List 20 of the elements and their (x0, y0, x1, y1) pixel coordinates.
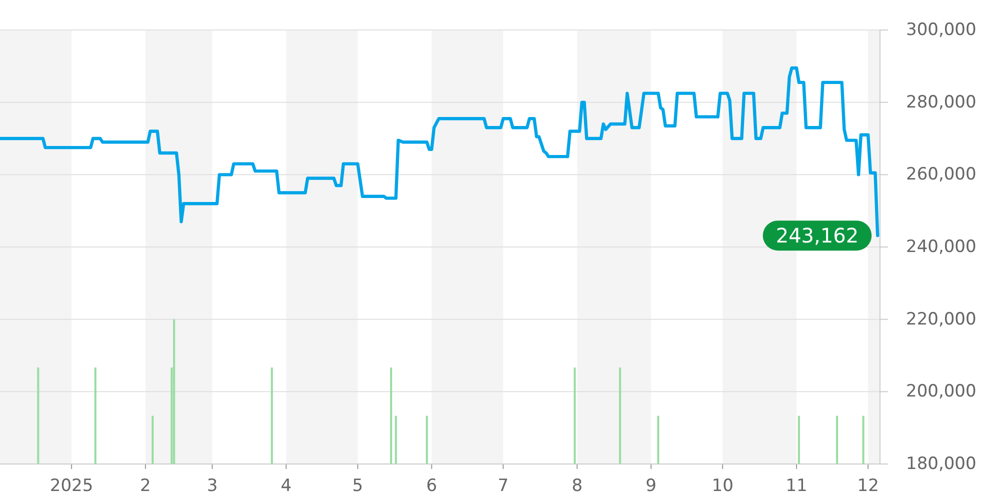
y-tick-label: 240,000 (906, 237, 976, 257)
annotation: 243,162 (776, 224, 859, 248)
y-tick-label: 260,000 (906, 164, 976, 185)
y-tick-label: 220,000 (906, 309, 976, 330)
x-tick-label: 10 (712, 476, 734, 496)
x-tick-label: 7 (498, 476, 509, 496)
x-tick-label: 2 (140, 476, 151, 496)
x-tick-label: 11 (786, 476, 808, 496)
x-tick-label: 6 (426, 476, 438, 496)
x-tick-label: 3 (206, 476, 218, 496)
y-tick-label: 180,000 (906, 454, 976, 474)
x-tick-label: 12 (857, 476, 879, 496)
x-tick-label: 5 (352, 476, 364, 496)
x-tick-label: 2025 (50, 476, 94, 496)
x-tick-label: 8 (572, 476, 583, 496)
y-tick-label: 300,000 (906, 20, 976, 40)
y-tick-label: 200,000 (906, 382, 976, 402)
y-tick-label: 280,000 (906, 92, 976, 112)
x-tick-label: 4 (280, 476, 292, 496)
x-tick-label: 9 (646, 476, 656, 496)
